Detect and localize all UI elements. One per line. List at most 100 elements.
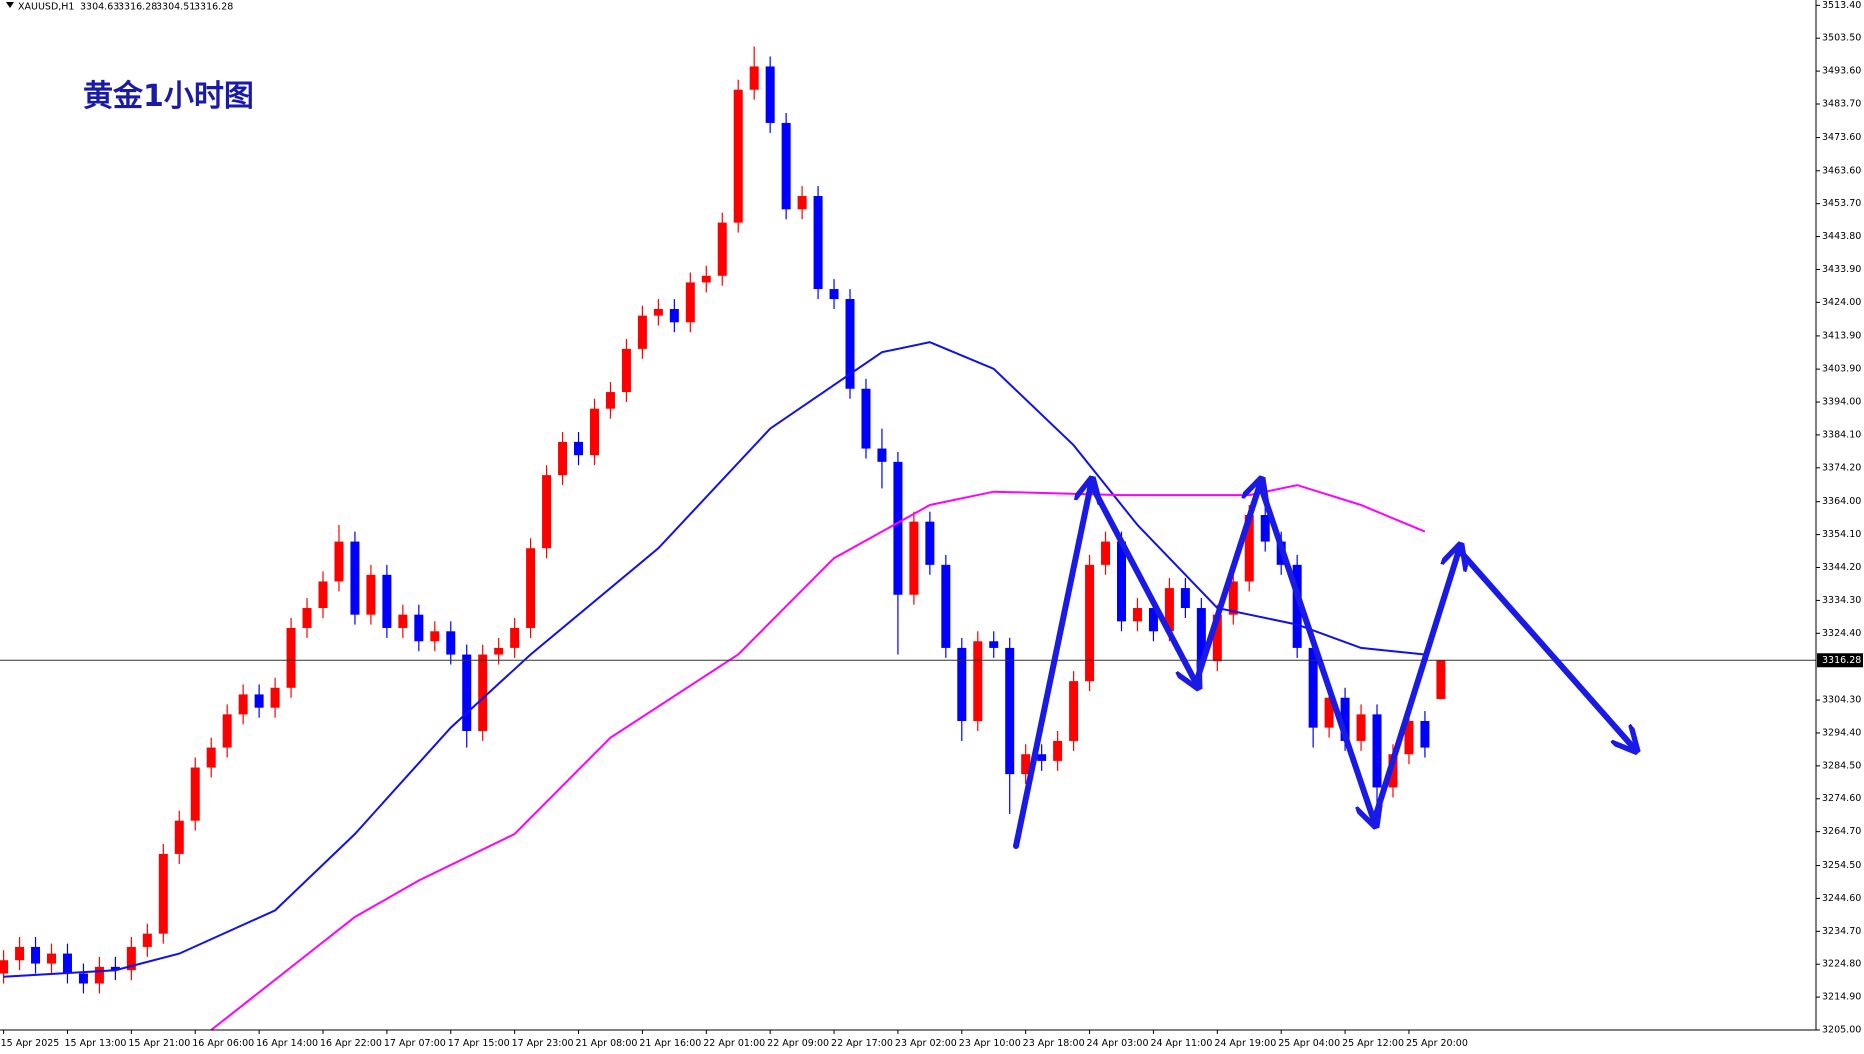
candle-body <box>861 388 871 449</box>
arrow <box>1088 481 1196 683</box>
candle-body <box>637 315 647 349</box>
candle-body <box>158 853 168 934</box>
x-tick-label: 21 Apr 16:00 <box>639 1038 701 1049</box>
candle-body <box>1085 564 1095 682</box>
candle-body <box>78 973 88 984</box>
candle-body <box>1228 581 1238 615</box>
x-tick-label: 21 Apr 08:00 <box>576 1038 638 1049</box>
x-tick-label: 24 Apr 11:00 <box>1150 1038 1212 1049</box>
header-icon <box>6 2 14 8</box>
y-tick-label: 3384.10 <box>1822 429 1861 440</box>
candle-body <box>526 548 536 628</box>
header-symbol: XAUUSD,H1 <box>18 2 74 13</box>
candle-body <box>206 747 216 768</box>
arrow <box>1193 484 1260 686</box>
candle-body <box>877 448 887 462</box>
candle-body <box>1101 541 1111 565</box>
candle-body <box>558 441 568 476</box>
y-tick-label: 3413.90 <box>1822 330 1861 341</box>
annotation-arrows <box>1013 481 1633 849</box>
y-tick-label: 3443.80 <box>1822 231 1861 242</box>
candle-body <box>302 608 312 628</box>
candle-body <box>494 647 504 655</box>
candle-body <box>941 564 951 648</box>
candle-body <box>781 122 791 210</box>
candle-body <box>366 574 376 615</box>
x-tick-label: 23 Apr 18:00 <box>1023 1038 1085 1049</box>
y-tick-label: 3254.50 <box>1822 860 1861 871</box>
candle-body <box>334 541 344 582</box>
y-tick-label: 3424.00 <box>1822 297 1861 308</box>
y-tick-label: 3513.40 <box>1822 0 1861 11</box>
x-tick-label: 22 Apr 01:00 <box>703 1038 765 1049</box>
candle-body <box>1053 740 1063 761</box>
header-low: 3304.51 <box>156 2 195 13</box>
x-tick-label: 22 Apr 09:00 <box>767 1038 829 1049</box>
candle-body <box>893 461 903 595</box>
chart-title: 黄金1小时图 <box>83 79 254 114</box>
arrow <box>1456 547 1633 747</box>
arrow <box>1371 550 1459 824</box>
candle-body <box>350 541 360 615</box>
y-tick-label: 3244.60 <box>1822 893 1861 904</box>
y-tick-label: 3354.10 <box>1822 529 1861 540</box>
candle-body <box>318 581 328 609</box>
candle-body <box>1260 515 1270 542</box>
candle-body <box>813 196 823 290</box>
x-tick-label: 24 Apr 19:00 <box>1214 1038 1276 1049</box>
x-tick-label: 24 Apr 03:00 <box>1087 1038 1149 1049</box>
candle-body <box>669 309 679 323</box>
candle-body <box>382 574 392 628</box>
candle-body <box>190 767 200 821</box>
candle-body <box>717 222 727 276</box>
candle-body <box>1148 608 1158 632</box>
candle-body <box>0 960 9 974</box>
candle-body <box>478 654 488 731</box>
y-tick-label: 3294.40 <box>1822 727 1861 738</box>
candle-body <box>605 392 615 409</box>
candle-body <box>653 309 663 316</box>
y-tick-label: 3364.00 <box>1822 496 1861 507</box>
plot-area <box>0 46 1816 1031</box>
y-tick-label: 3264.70 <box>1822 826 1861 837</box>
candle-body <box>31 946 41 964</box>
y-tick-label: 3284.50 <box>1822 760 1861 771</box>
candle-body <box>1436 660 1446 699</box>
candle-body <box>1420 721 1430 748</box>
candle-body <box>270 687 280 708</box>
y-tick-label: 3324.40 <box>1822 628 1861 639</box>
y-tick-label: 3473.60 <box>1822 132 1861 143</box>
candle-body <box>47 953 57 964</box>
y-tick-label: 3214.90 <box>1822 992 1861 1003</box>
x-tick-label: 16 Apr 06:00 <box>192 1038 254 1049</box>
candle-body <box>1340 697 1350 741</box>
arrow <box>1257 481 1374 821</box>
candle-body <box>238 694 248 715</box>
candle-body <box>1132 608 1142 622</box>
candle-body <box>1404 721 1414 755</box>
candle-body <box>62 953 72 974</box>
candle-body <box>621 348 631 393</box>
y-tick-label: 3274.60 <box>1822 793 1861 804</box>
candle-body <box>1021 754 1031 775</box>
candle-body <box>957 647 967 721</box>
x-tick-label: 25 Apr 04:00 <box>1278 1038 1340 1049</box>
y-tick-label: 3234.70 <box>1822 926 1861 937</box>
candle-body <box>94 966 104 984</box>
candle-body <box>733 89 743 223</box>
header-high: 3316.28 <box>118 2 157 13</box>
x-tick-label: 17 Apr 07:00 <box>384 1038 446 1049</box>
candle-body <box>829 289 839 300</box>
y-tick-label: 3453.70 <box>1822 198 1861 209</box>
x-tick-label: 25 Apr 12:00 <box>1342 1038 1404 1049</box>
x-tick-label: 15 Apr 21:00 <box>128 1038 190 1049</box>
y-tick-label: 3224.80 <box>1822 959 1861 970</box>
candle-body <box>1069 681 1079 741</box>
candle-body <box>1037 754 1047 761</box>
candle-body <box>174 820 184 854</box>
x-tick-label: 16 Apr 22:00 <box>320 1038 382 1049</box>
y-tick-label: 3463.60 <box>1822 165 1861 176</box>
moving-average <box>3 341 1426 978</box>
